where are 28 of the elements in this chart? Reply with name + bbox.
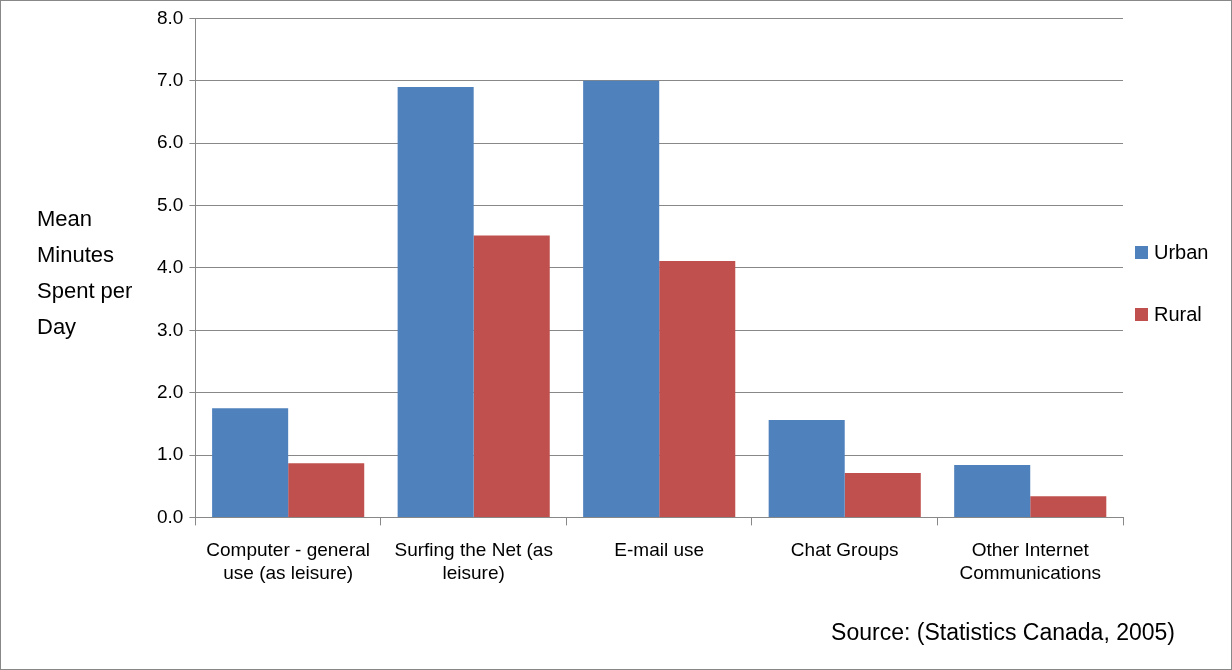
bar (1030, 496, 1107, 517)
y-tick-label: 1.0 (156, 443, 184, 465)
y-tick-label: 6.0 (156, 131, 184, 153)
y-tick-label: 8.0 (156, 6, 184, 28)
bar (288, 463, 365, 517)
x-tick-label: Chat Groups (790, 539, 899, 561)
bar (844, 473, 921, 517)
y-tick-label: 0.0 (156, 505, 184, 527)
bar (659, 261, 736, 517)
y-tick-label: 3.0 (156, 318, 184, 340)
bar (397, 87, 474, 517)
y-axis-title: Mean Minutes Spent per Day (37, 205, 134, 341)
y-tick-label: 5.0 (156, 193, 184, 215)
x-tick-label: Other Internet Communications (959, 539, 1101, 583)
y-tick-label: 4.0 (156, 256, 184, 278)
x-tick-label: Surfing the Net (as leisure) (394, 539, 553, 583)
legend-label: Rural (1154, 302, 1202, 326)
bar (583, 80, 660, 517)
source-note: Source: (Statistics Canada, 2005) (831, 619, 1175, 646)
x-tick-label: E-mail use (614, 539, 705, 561)
x-tick-label: Computer - general use (as leisure) (206, 539, 371, 583)
y-tick-label: 2.0 (156, 380, 184, 402)
legend-label: Urban (1154, 240, 1209, 264)
bar (212, 408, 289, 517)
bar (768, 420, 845, 517)
bar (473, 235, 550, 517)
bar (954, 465, 1031, 517)
y-tick-label: 7.0 (156, 69, 184, 91)
